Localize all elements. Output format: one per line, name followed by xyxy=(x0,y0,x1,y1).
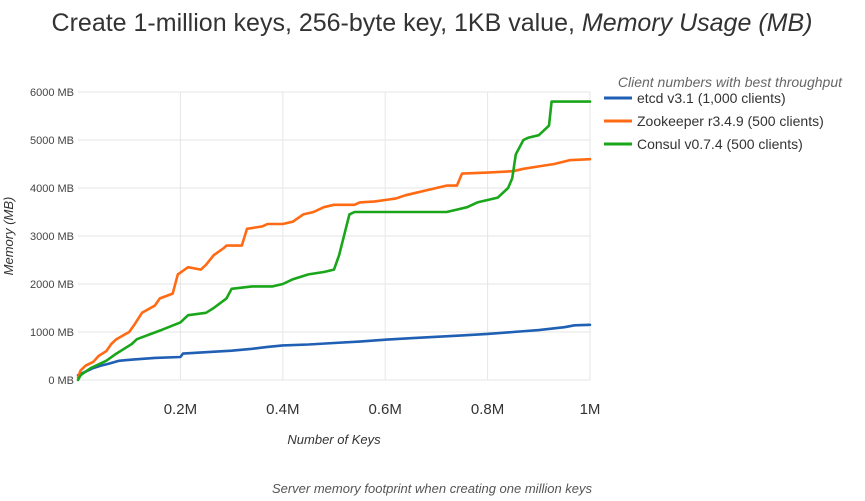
x-axis-label: Number of Keys xyxy=(287,432,381,447)
chart-title-main: Create 1-million keys, 256-byte key, 1KB… xyxy=(52,9,582,37)
y-tick-label: 3000 MB xyxy=(30,231,74,243)
y-tick-labels: 0 MB 1000 MB 2000 MB 3000 MB 4000 MB 5000 MB 6… xyxy=(30,87,74,387)
y-tick-label: 0 MB xyxy=(48,375,74,387)
legend-item-etcd[interactable]: etcd v3.1 (1,000 clients) xyxy=(604,90,786,106)
y-gridlines xyxy=(78,91,590,381)
series-line-zookeeper xyxy=(76,157,592,379)
legend-label: etcd v3.1 (1,000 clients) xyxy=(637,90,786,106)
y-axis-label: Memory (MB) xyxy=(1,197,16,276)
chart-title-emphasis: Memory Usage (MB) xyxy=(582,9,813,37)
chart-caption: Server memory footprint when creating on… xyxy=(272,481,593,496)
legend-title: Client numbers with best throughput xyxy=(618,74,843,90)
x-gridlines xyxy=(179,92,591,380)
x-tick-labels: 0.2M 0.4M 0.6M 0.8M 1M xyxy=(164,401,601,418)
y-tick-label: 4000 MB xyxy=(30,183,74,195)
x-tick-label: 0.6M xyxy=(369,401,402,418)
x-tick-label: 0.4M xyxy=(266,401,299,418)
legend-item-zookeeper[interactable]: Zookeeper r3.4.9 (500 clients) xyxy=(604,113,824,129)
chart-title: Create 1-million keys, 256-byte key, 1KB… xyxy=(52,9,813,37)
series-lines xyxy=(76,100,592,382)
x-tick-label: 0.8M xyxy=(471,401,504,418)
legend[interactable]: etcd v3.1 (1,000 clients) Zookeeper r3.4.… xyxy=(604,90,824,152)
x-tick-label: 0.2M xyxy=(164,401,197,418)
series-line-etcd xyxy=(76,323,592,377)
y-tick-label: 2000 MB xyxy=(30,279,74,291)
legend-label: Zookeeper r3.4.9 (500 clients) xyxy=(637,113,824,129)
legend-item-consul[interactable]: Consul v0.7.4 (500 clients) xyxy=(604,136,803,152)
y-tick-label: 5000 MB xyxy=(30,135,74,147)
legend-label: Consul v0.7.4 (500 clients) xyxy=(637,136,803,152)
series-line-consul xyxy=(76,100,592,382)
y-tick-label: 6000 MB xyxy=(30,87,74,99)
x-tick-label: 1M xyxy=(580,401,601,418)
y-tick-label: 1000 MB xyxy=(30,327,74,339)
